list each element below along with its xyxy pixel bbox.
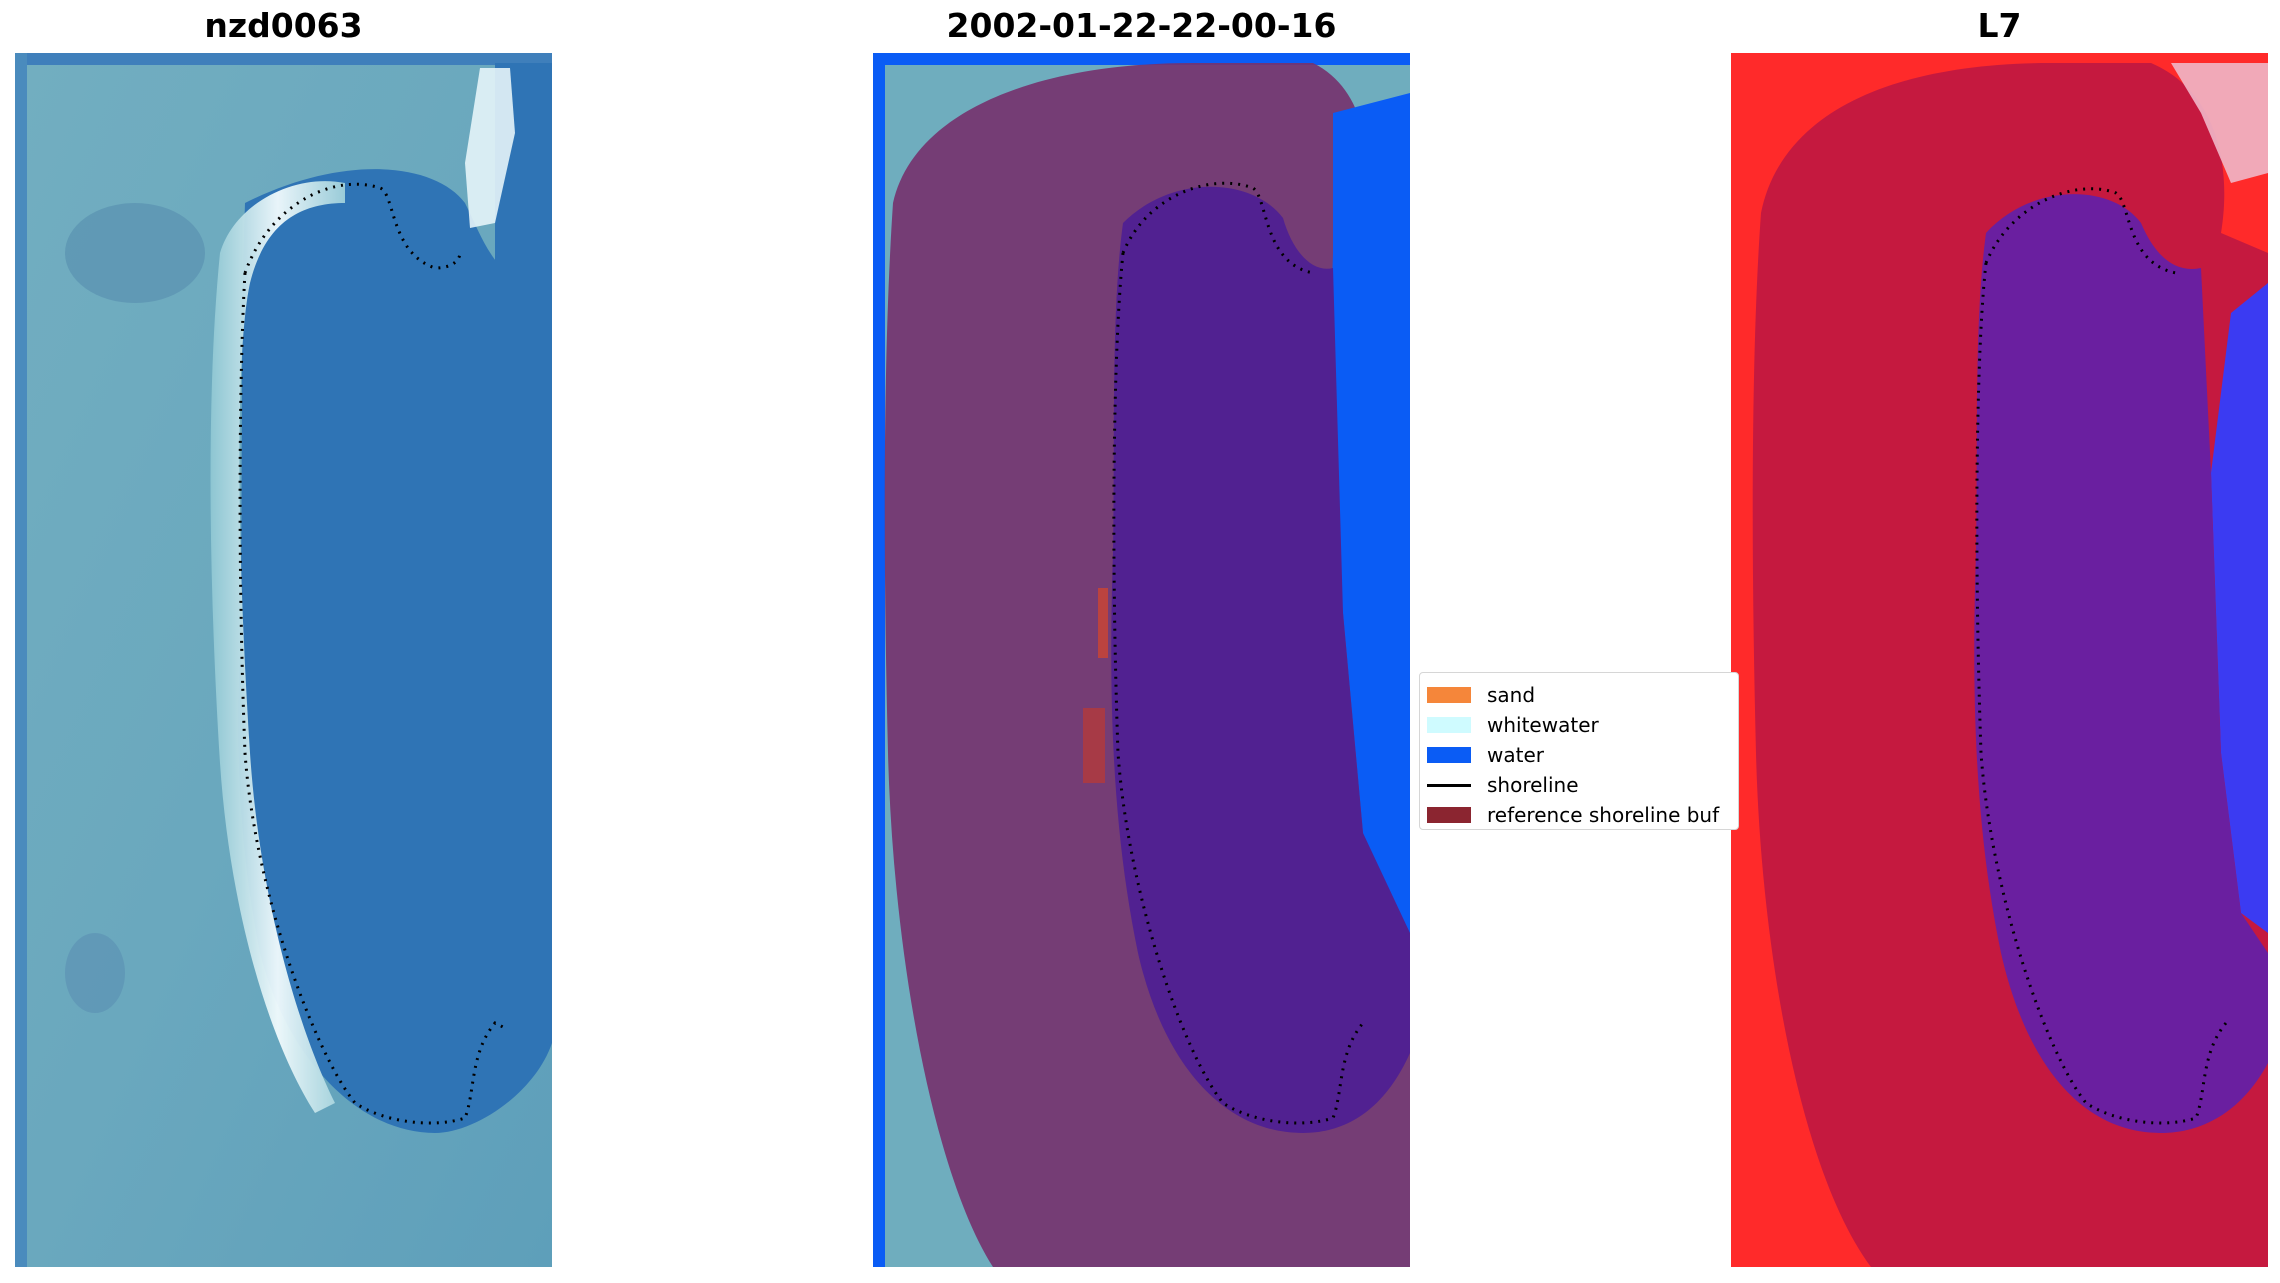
legend-label: sand bbox=[1487, 683, 1536, 707]
legend-swatch-sand bbox=[1427, 687, 1471, 703]
legend: sand whitewater water shoreline referenc… bbox=[1419, 672, 1739, 830]
legend-label: shoreline bbox=[1487, 773, 1579, 797]
panel-title-classification: 2002-01-22-22-00-16 bbox=[946, 6, 1337, 45]
rgb-image bbox=[15, 53, 552, 1267]
legend-item-water: water bbox=[1420, 742, 1544, 768]
legend-item-sand: sand bbox=[1420, 682, 1535, 708]
panel-title-index: L7 bbox=[1977, 6, 2022, 45]
legend-swatch-whitewater bbox=[1427, 717, 1471, 733]
classification-image bbox=[873, 53, 1410, 1267]
legend-label: whitewater bbox=[1487, 713, 1599, 737]
legend-swatch-water bbox=[1427, 747, 1471, 763]
panel-title-rgb: nzd0063 bbox=[204, 6, 363, 45]
legend-label: water bbox=[1487, 743, 1544, 767]
legend-swatch-shoreline bbox=[1427, 783, 1471, 787]
legend-swatch-reference-buffer bbox=[1427, 807, 1471, 823]
classification-panel bbox=[873, 53, 1410, 1267]
index-image bbox=[1731, 53, 2268, 1267]
index-panel bbox=[1731, 53, 2268, 1267]
legend-item-shoreline: shoreline bbox=[1420, 772, 1579, 798]
rgb-image-panel bbox=[15, 53, 552, 1267]
legend-item-reference-buffer: reference shoreline buf bbox=[1420, 802, 1719, 828]
legend-label: reference shoreline buf bbox=[1487, 803, 1720, 827]
legend-item-whitewater: whitewater bbox=[1420, 712, 1599, 738]
